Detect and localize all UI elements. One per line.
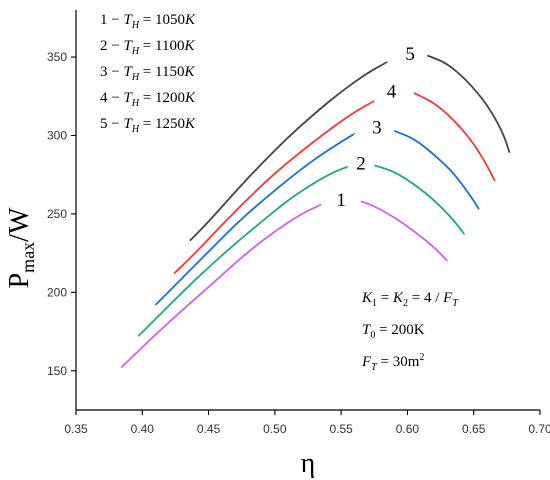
annotation-t0: T0 = 200K xyxy=(362,322,425,341)
svg-text:Pmax/W: Pmax/W xyxy=(4,207,38,288)
legend-entry-2: 2 − TH = 1100K xyxy=(100,38,195,57)
x-tick-label: 0.40 xyxy=(131,422,155,436)
series-1-line-rising xyxy=(120,203,322,369)
x-tick-label: 0.65 xyxy=(462,422,486,436)
series-layer xyxy=(120,54,511,369)
y-axis-title-main: P xyxy=(4,273,35,289)
series-4-label: 4 xyxy=(387,82,397,103)
annotation-k-relation: K1 = K2 = 4 / FT xyxy=(361,290,459,309)
x-tick-label: 0.35 xyxy=(64,422,88,436)
y-tick-label: 300 xyxy=(47,128,67,142)
x-tick-label: 0.60 xyxy=(396,422,420,436)
y-tick-label: 350 xyxy=(47,50,67,64)
legend-entry-5: 5 − TH = 1250K xyxy=(100,116,196,135)
series-2-line-falling xyxy=(374,164,466,236)
y-tick-label: 200 xyxy=(47,285,67,299)
y-axis-title: Pmax/W xyxy=(4,207,38,288)
annotation-ft: FT = 30m2 xyxy=(361,352,424,373)
series-5-line-rising xyxy=(189,60,389,242)
x-tick-label: 0.50 xyxy=(263,422,287,436)
y-axis-title-unit: /W xyxy=(4,207,35,242)
series-1-line-falling xyxy=(360,200,449,262)
series-2-line-rising xyxy=(137,165,349,337)
y-axis-ticks: 150 200 250 300 350 xyxy=(47,50,76,378)
series-3-line-rising xyxy=(154,132,356,306)
series-3-line-falling xyxy=(393,129,480,210)
legend-entry-3: 3 − TH = 1150K xyxy=(100,64,195,83)
x-axis-title: η xyxy=(301,448,316,479)
annotation-block: K1 = K2 = 4 / FT T0 = 200K FT = 30m2 xyxy=(361,290,459,373)
x-axis-ticks: 0.35 0.40 0.45 0.50 0.55 0.60 0.65 0.70 xyxy=(64,410,550,436)
x-tick-label: 0.55 xyxy=(329,422,353,436)
x-tick-label: 0.45 xyxy=(197,422,221,436)
series-5-line-falling xyxy=(426,54,511,153)
series-4-line-falling xyxy=(413,92,496,182)
series-4-line-rising xyxy=(173,100,375,275)
legend-entry-1: 1 − TH = 1050K xyxy=(100,12,196,31)
series-3-label: 3 xyxy=(372,118,382,139)
x-tick-label: 0.70 xyxy=(528,422,550,436)
legend: 1 − TH = 1050K 2 − TH = 1100K 3 − TH = 115… xyxy=(100,12,196,135)
y-tick-label: 250 xyxy=(47,207,67,221)
series-2-label: 2 xyxy=(356,154,366,175)
series-1-label: 1 xyxy=(336,190,346,211)
y-tick-label: 150 xyxy=(47,364,67,378)
legend-entry-4: 4 − TH = 1200K xyxy=(100,90,196,109)
series-5-label: 5 xyxy=(405,44,415,65)
y-axis-title-sub: max xyxy=(18,242,38,273)
